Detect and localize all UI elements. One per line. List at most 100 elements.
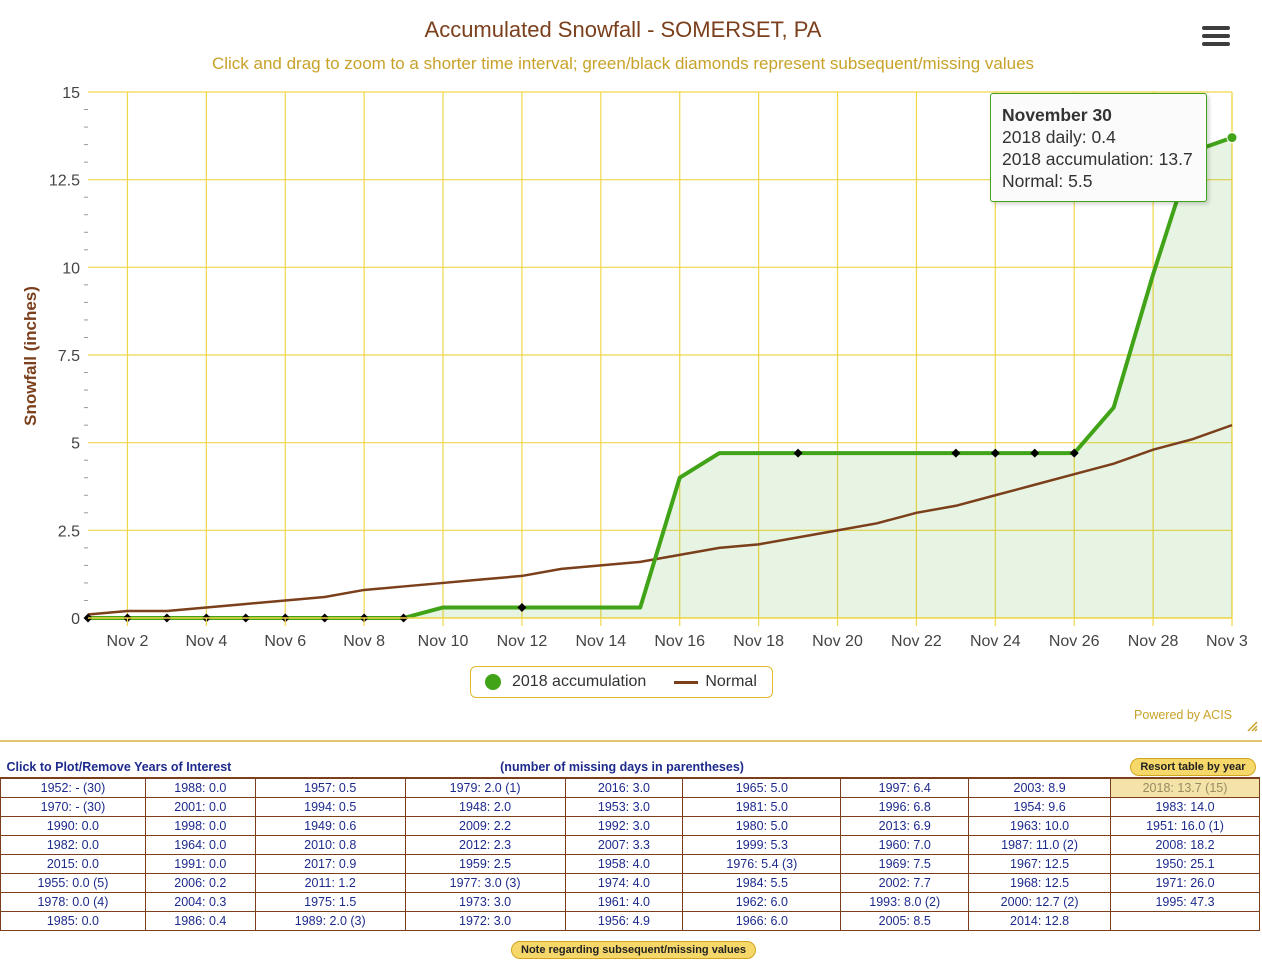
year-cell[interactable]: 1948: 2.0 bbox=[404, 797, 566, 817]
year-cell[interactable]: 2017: 0.9 bbox=[254, 854, 406, 874]
year-cell[interactable]: 1991: 0.0 bbox=[144, 854, 256, 874]
year-cell[interactable]: 2012: 2.3 bbox=[404, 835, 566, 855]
menu-icon-bar bbox=[1202, 26, 1230, 30]
y-tick-label: 10 bbox=[62, 260, 80, 277]
year-cell[interactable]: 1988: 0.0 bbox=[144, 778, 256, 798]
year-cell[interactable]: 1996: 6.8 bbox=[840, 797, 970, 817]
year-cell[interactable]: 2003: 8.9 bbox=[968, 778, 1112, 798]
year-cell[interactable]: 1999: 5.3 bbox=[682, 835, 842, 855]
year-cell[interactable]: 1992: 3.0 bbox=[564, 816, 684, 836]
year-cell[interactable]: 2002: 7.7 bbox=[840, 873, 970, 893]
year-cell[interactable]: 1986: 0.4 bbox=[144, 911, 256, 931]
year-cell[interactable]: 1989: 2.0 (3) bbox=[254, 911, 406, 931]
year-cell[interactable]: 1956: 4.9 bbox=[564, 911, 684, 931]
year-cell[interactable]: 2011: 1.2 bbox=[254, 873, 406, 893]
year-cell[interactable]: 2015: 0.0 bbox=[0, 854, 146, 874]
year-cell[interactable]: 1985: 0.0 bbox=[0, 911, 146, 931]
year-cell[interactable]: 2010: 0.8 bbox=[254, 835, 406, 855]
year-cell[interactable]: 2018: 13.7 (15) bbox=[1110, 778, 1260, 798]
data-tooltip: November 30 2018 daily: 0.4 2018 accumul… bbox=[990, 93, 1207, 202]
year-cell[interactable]: 1962: 6.0 bbox=[682, 892, 842, 912]
table-row: 1990: 0.0 1998: 0.0 1949: 0.6 2009: 2.2 1992… bbox=[0, 816, 1260, 836]
year-cell[interactable]: 1951: 16.0 (1) bbox=[1110, 816, 1260, 836]
year-cell[interactable] bbox=[1110, 911, 1260, 931]
year-cell[interactable]: 1972: 3.0 bbox=[404, 911, 566, 931]
year-cell[interactable]: 1961: 4.0 bbox=[564, 892, 684, 912]
y-tick-label: 0 bbox=[71, 611, 80, 628]
year-cell[interactable]: 1982: 0.0 bbox=[0, 835, 146, 855]
year-cell[interactable]: 2005: 8.5 bbox=[840, 911, 970, 931]
axes: 0 2.5 5 7.5 10 12.5 15 Nov 2 Nov 4 Nov 6 Nov 8 Nov … bbox=[49, 85, 1248, 650]
year-cell[interactable]: 1966: 6.0 bbox=[682, 911, 842, 931]
resort-button[interactable]: Resort table by year bbox=[1130, 757, 1256, 776]
year-cell[interactable]: 2007: 3.3 bbox=[564, 835, 684, 855]
year-cell[interactable]: 1955: 0.0 (5) bbox=[0, 873, 146, 893]
year-cell[interactable]: 2009: 2.2 bbox=[404, 816, 566, 836]
year-cell[interactable]: 1958: 4.0 bbox=[564, 854, 684, 874]
year-cell[interactable]: 1971: 26.0 bbox=[1110, 873, 1260, 893]
year-cell[interactable]: 1981: 5.0 bbox=[682, 797, 842, 817]
section-divider bbox=[0, 740, 1262, 742]
year-cell[interactable]: 2000: 12.7 (2) bbox=[968, 892, 1112, 912]
year-cell[interactable]: 1994: 0.5 bbox=[254, 797, 406, 817]
legend-item-normal[interactable]: Normal bbox=[646, 673, 757, 691]
year-cell[interactable]: 1969: 7.5 bbox=[840, 854, 970, 874]
year-cell[interactable]: 1979: 2.0 (1) bbox=[404, 778, 566, 798]
year-cell[interactable]: 1973: 3.0 bbox=[404, 892, 566, 912]
table-row: 1955: 0.0 (5) 2006: 0.2 2011: 1.2 1977: 3.0… bbox=[0, 873, 1260, 893]
year-cell[interactable]: 2013: 6.9 bbox=[840, 816, 970, 836]
year-cell[interactable]: 1960: 7.0 bbox=[840, 835, 970, 855]
year-cell[interactable]: 1995: 47.3 bbox=[1110, 892, 1260, 912]
year-cell[interactable]: 2006: 0.2 bbox=[144, 873, 256, 893]
year-cell[interactable]: 1967: 12.5 bbox=[968, 854, 1112, 874]
year-cell[interactable]: 2016: 3.0 bbox=[564, 778, 684, 798]
year-cell[interactable]: 1977: 3.0 (3) bbox=[404, 873, 566, 893]
chart-menu-button[interactable] bbox=[1198, 22, 1234, 52]
y-tick-label: 15 bbox=[62, 85, 80, 102]
year-cell[interactable]: 1978: 0.0 (4) bbox=[0, 892, 146, 912]
y-tick-label: 12.5 bbox=[49, 173, 80, 190]
year-cell[interactable]: 1974: 4.0 bbox=[564, 873, 684, 893]
hover-point-marker bbox=[1226, 132, 1238, 144]
year-cell[interactable]: 2001: 0.0 bbox=[144, 797, 256, 817]
year-cell[interactable]: 1964: 0.0 bbox=[144, 835, 256, 855]
chart-container[interactable]: Accumulated Snowfall - SOMERSET, PA Clic… bbox=[0, 0, 1262, 742]
year-cell[interactable]: 1983: 14.0 bbox=[1110, 797, 1260, 817]
year-cell[interactable]: 1963: 10.0 bbox=[968, 816, 1112, 836]
powered-by-credit[interactable]: Powered by ACIS bbox=[1134, 708, 1232, 722]
year-cell[interactable]: 1975: 1.5 bbox=[254, 892, 406, 912]
year-cell[interactable]: 1998: 0.0 bbox=[144, 816, 256, 836]
year-cell[interactable]: 2014: 12.8 bbox=[968, 911, 1112, 931]
x-tick-label: Nov 8 bbox=[343, 633, 385, 650]
legend-item-accumulation[interactable]: 2018 accumulation bbox=[471, 673, 646, 691]
year-cell[interactable]: 1950: 25.1 bbox=[1110, 854, 1260, 874]
table-header-right: Resort table by year bbox=[1110, 756, 1260, 779]
year-cell[interactable]: 1953: 3.0 bbox=[564, 797, 684, 817]
year-cell[interactable]: 1997: 6.4 bbox=[840, 778, 970, 798]
chart-subtitle: Click and drag to zoom to a shorter time… bbox=[212, 54, 1034, 73]
snowfall-chart[interactable]: Accumulated Snowfall - SOMERSET, PA Clic… bbox=[0, 0, 1262, 742]
resize-handle-icon[interactable] bbox=[1246, 720, 1258, 732]
year-cell[interactable]: 1980: 5.0 bbox=[682, 816, 842, 836]
year-cell[interactable]: 1984: 5.5 bbox=[682, 873, 842, 893]
tooltip-title: November 30 bbox=[1002, 105, 1112, 125]
year-cell[interactable]: 1976: 5.4 (3) bbox=[682, 854, 842, 874]
year-cell[interactable]: 1957: 0.5 bbox=[254, 778, 406, 798]
x-tick-label: Nov 24 bbox=[970, 633, 1021, 650]
diamond-marker bbox=[1030, 448, 1040, 458]
year-cell[interactable]: 1990: 0.0 bbox=[0, 816, 146, 836]
year-cell[interactable]: 1987: 11.0 (2) bbox=[968, 835, 1112, 855]
table-header-row: Click to Plot/Remove Years of Interest (… bbox=[0, 756, 1260, 779]
year-cell[interactable]: 2008: 18.2 bbox=[1110, 835, 1260, 855]
year-cell[interactable]: 1970: - (30) bbox=[0, 797, 146, 817]
missing-values-note-button[interactable]: Note regarding subsequent/missing values bbox=[511, 941, 756, 959]
year-cell[interactable]: 2004: 0.3 bbox=[144, 892, 256, 912]
year-cell[interactable]: 1968: 12.5 bbox=[968, 873, 1112, 893]
year-cell[interactable]: 1993: 8.0 (2) bbox=[840, 892, 970, 912]
x-tick-label: Nov 16 bbox=[654, 633, 705, 650]
year-cell[interactable]: 1954: 9.6 bbox=[968, 797, 1112, 817]
year-cell[interactable]: 1952: - (30) bbox=[0, 778, 146, 798]
year-cell[interactable]: 1949: 0.6 bbox=[254, 816, 406, 836]
year-cell[interactable]: 1965: 5.0 bbox=[682, 778, 842, 798]
year-cell[interactable]: 1959: 2.5 bbox=[404, 854, 566, 874]
